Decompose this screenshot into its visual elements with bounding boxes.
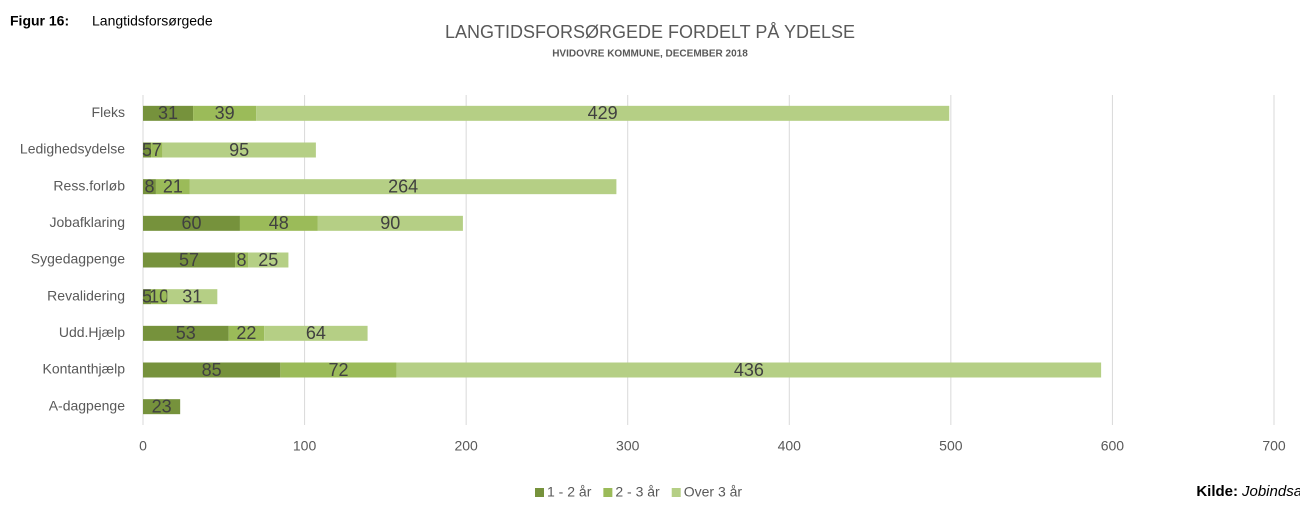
data-label: 10 [149,286,169,306]
legend-swatch [671,488,681,497]
data-label: 23 [152,396,172,416]
data-label: 90 [380,213,400,233]
y-tick-label: A-dagpenge [49,397,126,413]
data-label: 39 [215,103,235,123]
data-label: 57 [179,250,199,270]
bar-segment [256,105,950,121]
data-label: 31 [158,103,178,123]
x-tick-label: 0 [139,438,147,454]
x-tick-label: 300 [616,438,640,454]
data-label: 85 [202,360,222,380]
y-tick-label: Ledighedsydelse [20,141,125,157]
data-label: 5 [142,140,152,160]
y-tick-label: Kontanthjælp [42,361,125,377]
bar-segment [239,215,318,231]
data-label: 264 [388,176,418,196]
x-tick-label: 100 [293,438,317,454]
y-tick-label: Udd.Hjælp [59,324,125,340]
bar-segment [228,325,265,341]
bar-segment [396,362,1102,378]
figure-label: Figur 16: [10,13,69,29]
bar-segment [143,399,181,415]
bar-segment [235,252,249,268]
data-label: 64 [306,323,326,343]
data-label: 31 [182,286,202,306]
bar-segment [143,142,152,158]
data-label: 53 [176,323,196,343]
legend-label: 1 - 2 år [547,484,592,500]
bar-segment [143,215,240,231]
bar-segment [143,325,229,341]
data-label: 7 [152,140,162,160]
data-label: 60 [181,213,201,233]
source: Jobindsats [1241,483,1300,500]
y-tick-label: Revalidering [47,287,125,303]
data-label: 8 [237,250,247,270]
data-label: 72 [328,360,348,380]
chart-subtitle: HVIDOVRE KOMMUNE, DECEMBER 2018 [552,49,748,60]
x-tick-label: 500 [939,438,963,454]
data-label: 22 [236,323,256,343]
bar-segment [151,142,163,158]
bar-segment [193,105,257,121]
data-label: 5 [142,286,152,306]
data-label: 436 [734,360,764,380]
x-tick-label: 400 [778,438,802,454]
legend-label: Over 3 år [684,484,743,500]
figure-title: Langtidsforsørgede [92,13,213,29]
bar-segment [167,289,218,305]
bar-segment [317,215,463,231]
data-label: 48 [269,213,289,233]
data-label: 21 [163,176,183,196]
legend-label: 2 - 3 år [615,484,660,500]
y-tick-label: Sygedagpenge [31,251,125,267]
bar-segment [143,179,156,195]
data-label: 95 [229,140,249,160]
x-tick-label: 600 [1101,438,1125,454]
y-tick-label: Ress.forløb [53,177,125,193]
legend-swatch [535,488,544,497]
bar-segment [143,105,194,121]
bar-segment [248,252,289,268]
bar-segment [189,179,617,195]
bar-segment [155,179,190,195]
bar-segment [143,252,236,268]
data-label: 25 [258,250,278,270]
bar-segment [143,289,152,305]
x-tick-label: 700 [1262,438,1286,454]
chart-title: LANGTIDSFORSØRGEDE FORDELT PÅ YDELSE [445,22,855,42]
data-label: 429 [588,103,618,123]
source-label: Kilde: [1196,483,1238,500]
data-label: 8 [144,176,154,196]
bar-segment [264,325,368,341]
bar-segment [280,362,397,378]
legend-swatch [603,488,613,497]
bar-segment [143,362,281,378]
x-tick-label: 200 [454,438,478,454]
y-tick-label: Jobafklaring [50,214,126,230]
bar-segment [151,289,168,305]
bar-segment [162,142,316,158]
y-tick-label: Fleks [92,104,125,120]
